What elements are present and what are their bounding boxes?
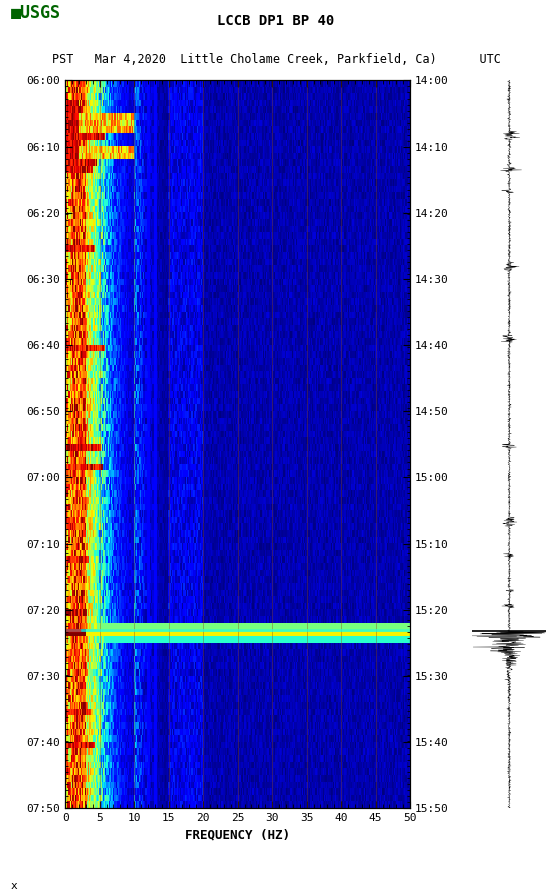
- Text: PST   Mar 4,2020  Little Cholame Creek, Parkfield, Ca)      UTC: PST Mar 4,2020 Little Cholame Creek, Par…: [51, 53, 501, 66]
- Text: x: x: [11, 880, 18, 890]
- Text: ■USGS: ■USGS: [11, 4, 61, 21]
- Text: LCCB DP1 BP 40: LCCB DP1 BP 40: [217, 14, 335, 29]
- X-axis label: FREQUENCY (HZ): FREQUENCY (HZ): [185, 829, 290, 841]
